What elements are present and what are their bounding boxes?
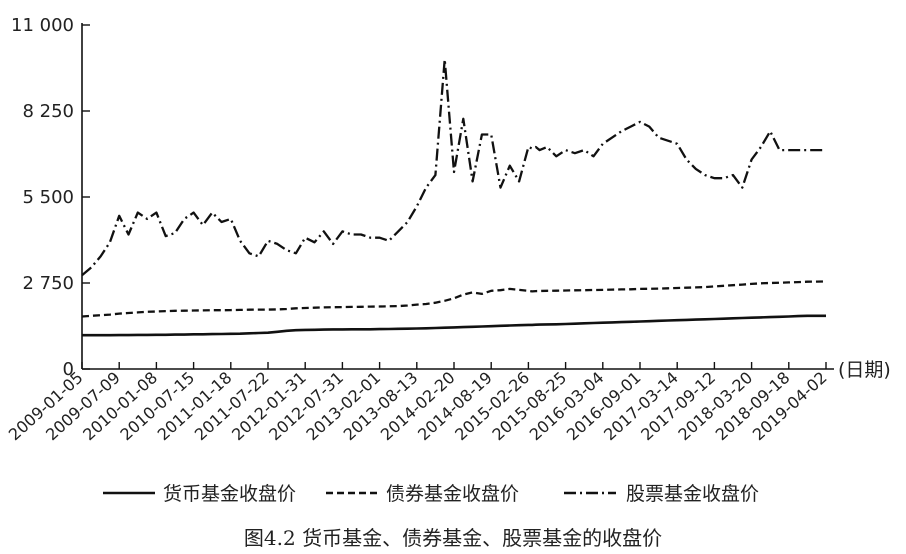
y-tick-label: 5 500 (22, 187, 74, 208)
y-tick-label: 8 250 (22, 101, 74, 122)
series-line-2 (81, 280, 827, 318)
legend-label-2: 债券基金收盘价 (386, 483, 519, 505)
x-axis-label: (日期) (838, 359, 891, 381)
series-line-1 (82, 314, 826, 337)
y-tick-label: 0 (63, 359, 74, 380)
figure-caption: 图4.2 货币基金、债券基金、股票基金的收盘价 (243, 526, 663, 550)
legend-label-1: 货币基金收盘价 (163, 483, 296, 505)
series-lines (81, 58, 827, 337)
legend-label-3: 股票基金收盘价 (626, 483, 759, 505)
series-line-3 (81, 58, 826, 277)
y-axis: 0 2 750 5 500 8 250 11 000 (11, 15, 90, 380)
y-tick-label: 2 750 (22, 273, 74, 294)
x-axis: 2009-01-052009-07-092010-01-082010-07-15… (5, 362, 834, 444)
legend: 货币基金收盘价 债券基金收盘价 股票基金收盘价 (103, 483, 759, 505)
y-tick-label: 11 000 (11, 15, 74, 36)
